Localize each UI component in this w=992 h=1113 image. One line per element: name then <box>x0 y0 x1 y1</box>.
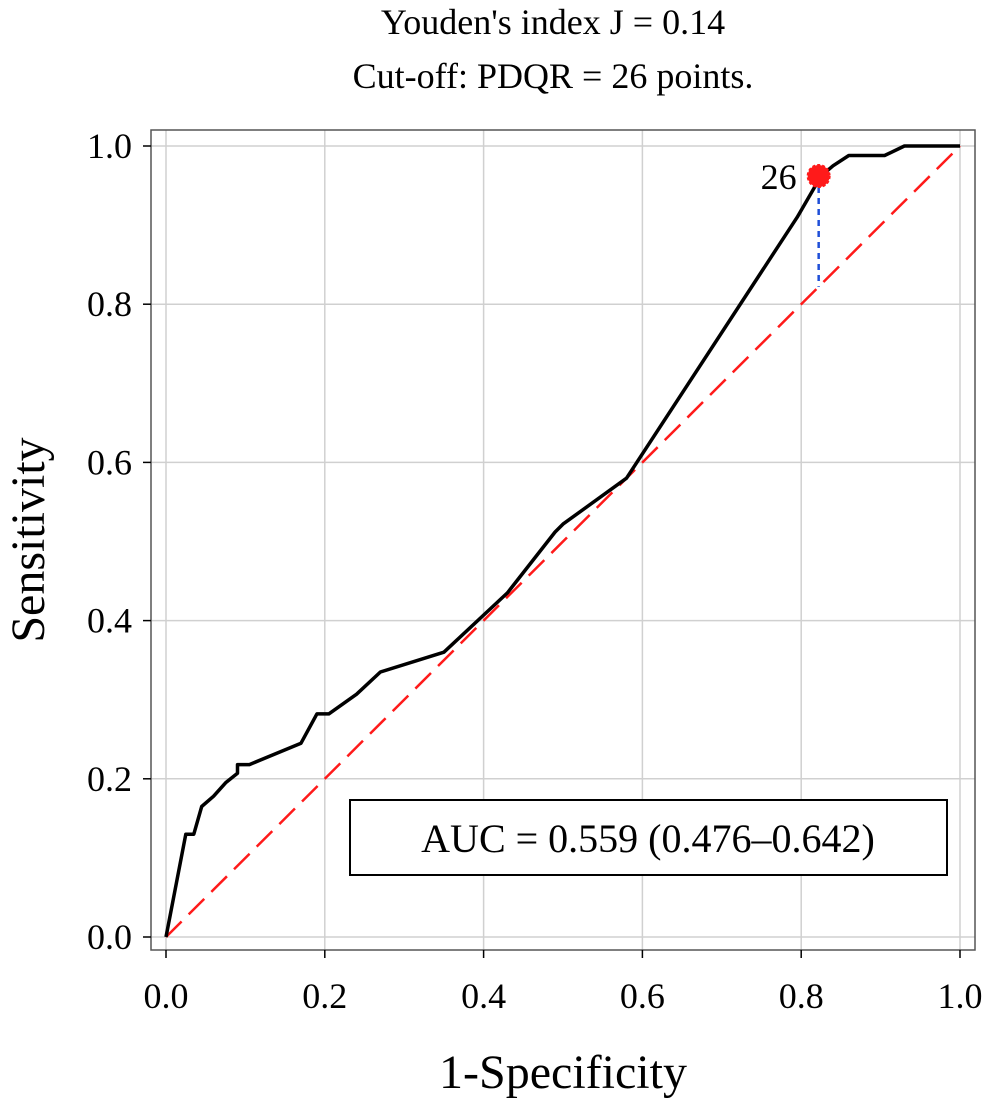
auc-legend-frame <box>349 799 948 876</box>
plot-frame <box>150 129 976 951</box>
x-axis-label: 1-Specificity <box>439 1046 687 1099</box>
y-tick-label: 0.2 <box>87 759 132 799</box>
auc-label: AUC = 0.559 (0.476–0.642) <box>421 816 875 861</box>
grid-lines <box>151 130 975 950</box>
y-axis-label: Sensitivity <box>2 437 55 642</box>
cutoff-label: 26 <box>761 157 797 197</box>
roc-curve-line <box>164 144 960 938</box>
y-tick-label: 0.0 <box>87 917 132 957</box>
chart-title-line-2: Cut-off: PDQR = 26 points. <box>353 56 754 96</box>
cutoff-layer: 26 <box>761 157 831 287</box>
y-tick-label: 1.0 <box>87 126 132 166</box>
reference-diagonal-line <box>165 145 961 938</box>
x-tick-label: 1.0 <box>938 976 983 1016</box>
auc-legend-box: AUC = 0.559 (0.476–0.642) <box>349 799 948 876</box>
chart-title-line-1: Youden's index J = 0.14 <box>381 2 725 42</box>
y-tick-label: 0.6 <box>87 442 132 482</box>
series-layer <box>164 144 961 938</box>
x-tick-label: 0.0 <box>144 976 189 1016</box>
x-tick-label: 0.2 <box>302 976 347 1016</box>
y-tick-label: 0.8 <box>87 284 132 324</box>
y-tick-label: 0.4 <box>87 601 132 641</box>
cutoff-marker <box>806 164 831 189</box>
axis-ticks: 0.0 0.2 0.4 0.6 0.8 1.0 0.0 0.2 0.4 0.6 0.8 1.0 <box>87 126 983 1016</box>
x-tick-label: 0.8 <box>779 976 824 1016</box>
x-tick-label: 0.4 <box>461 976 506 1016</box>
x-tick-label: 0.6 <box>620 976 665 1016</box>
